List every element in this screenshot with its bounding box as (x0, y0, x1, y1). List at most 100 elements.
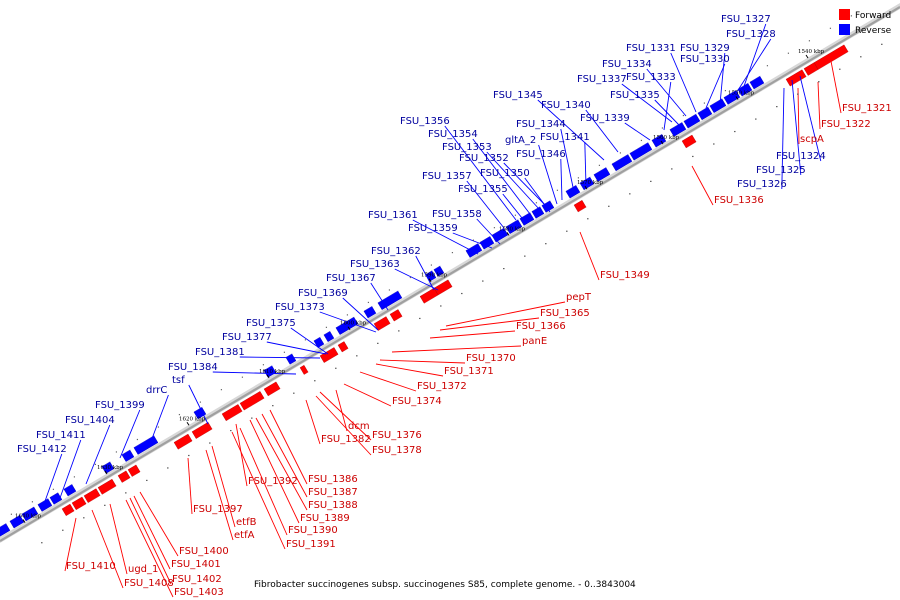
gene-box-face (263, 364, 274, 371)
gene-label-fsu-1356: FSU_1356 (400, 116, 450, 127)
leader-fsu-1376 (319, 391, 372, 441)
minor-tick (104, 504, 106, 506)
gene-label-fsu-1375: FSU_1375 (246, 318, 296, 329)
gene-label-fsu-1353: FSU_1353 (442, 142, 492, 153)
minor-tick (157, 426, 160, 428)
minor-tick (514, 214, 517, 216)
gene-label-fsu-1372: FSU_1372 (417, 381, 467, 392)
minor-tick (818, 81, 820, 83)
minor-tick (850, 15, 853, 17)
minor-tick (493, 227, 496, 229)
minor-tick (629, 193, 631, 195)
tick-mark (266, 374, 270, 379)
gene-label-fsu-1411: FSU_1411 (36, 430, 86, 441)
leader-fsu-1363 (394, 268, 439, 291)
minor-tick (356, 355, 358, 357)
gene-label-fsu-1340: FSU_1340 (541, 100, 591, 111)
gene-box-face (88, 494, 102, 503)
gene-label-fsu-1374: FSU_1374 (392, 396, 442, 407)
minor-tick (10, 513, 13, 515)
gene-label-fsu-1373: FSU_1373 (275, 302, 325, 313)
leader-fsu-1382 (305, 399, 321, 445)
gene-box-face (394, 315, 404, 322)
leader-pane (391, 345, 522, 353)
gene-box-face (193, 406, 204, 413)
leader-fsu-1390 (239, 427, 288, 536)
leader-fsu-1410 (64, 517, 77, 572)
gene-label-fsu-1410: FSU_1410 (66, 561, 116, 572)
leader-fsu-1367 (370, 282, 389, 311)
leader-fsu-1331 (670, 52, 697, 113)
leader-fsu-1401 (133, 495, 171, 570)
leader-fsu-1333 (663, 81, 672, 131)
gene-label-fsu-1334: FSU_1334 (602, 59, 652, 70)
minor-tick (367, 301, 370, 304)
gene-label-fsu-1326: FSU_1326 (737, 179, 787, 190)
gene-box-face (377, 290, 400, 303)
gene-box-face (808, 68, 820, 76)
minor-tick (346, 314, 349, 316)
legend: Forward Reverse (839, 9, 892, 36)
gene-box-face (629, 141, 650, 154)
minor-tick (377, 342, 379, 344)
gene-box-face (519, 211, 532, 219)
minor-tick (650, 180, 652, 182)
leader-fsu-1337 (621, 83, 673, 123)
gene-label-fsu-1329: FSU_1329 (680, 43, 730, 54)
gene-label-fsu-1404: FSU_1404 (65, 415, 115, 426)
gene-box-face (49, 491, 60, 498)
minor-tick (692, 155, 694, 158)
minor-tick (178, 413, 181, 416)
minor-tick (293, 392, 295, 394)
leader-fsu-1357 (466, 180, 505, 229)
minor-tick (766, 65, 769, 67)
gene-box-face (304, 371, 310, 375)
legend-reverse-label: Reverse (855, 26, 892, 36)
leader-fsu-1366 (429, 330, 516, 339)
gene-label-fsu-1331: FSU_1331 (626, 43, 676, 54)
minor-tick (703, 102, 706, 104)
gene-label-fsu-1321: FSU_1321 (842, 103, 892, 114)
gene-box-face (425, 269, 434, 275)
tick-label: 1630 kbp (97, 465, 124, 471)
leader-etfb (211, 445, 236, 528)
leader-fsu-1408 (91, 509, 124, 589)
gene-label-fsu-1370: FSU_1370 (466, 353, 516, 364)
leader-fsu-1381 (239, 356, 321, 359)
leader-fsu-1391 (231, 431, 286, 550)
gene-label-fsu-1330: FSU_1330 (680, 54, 730, 65)
minor-tick (73, 476, 76, 478)
gene-label-fsu-1367: FSU_1367 (326, 273, 376, 284)
leader-fsu-1336 (691, 165, 714, 206)
minor-tick (556, 189, 559, 191)
minor-tick (272, 405, 274, 407)
gene-label-fsu-1325: FSU_1325 (756, 165, 806, 176)
minor-tick (230, 429, 232, 432)
gene-label-fsu-1392: FSU_1392 (248, 476, 298, 487)
gene-box-face (268, 387, 282, 396)
tick-label: 1570 kbp (577, 180, 604, 186)
leader-fsu-1374 (343, 383, 392, 407)
leader-pept (445, 301, 566, 327)
leader-fsu-1353 (486, 151, 541, 211)
gene-box-face (433, 265, 442, 270)
gene-label-fsu-1327: FSU_1327 (721, 14, 771, 25)
leader-fsu-1399 (119, 409, 141, 459)
leader-fsu-1322 (817, 81, 821, 130)
tick-mark (660, 140, 664, 145)
gene-label-fsu-1382: FSU_1382 (321, 434, 371, 445)
gene-box-face (37, 497, 50, 505)
minor-tick (199, 401, 202, 403)
gene-label-fsu-1391: FSU_1391 (286, 539, 336, 550)
minor-tick (419, 317, 421, 320)
gene-box-fwd-18 (117, 470, 131, 483)
leader-fsu-1371 (375, 363, 444, 377)
gene-box-face (479, 235, 492, 243)
gene-label-pane: panE (522, 336, 547, 347)
gene-box-face (790, 75, 808, 87)
gene-box-face (378, 322, 392, 331)
gene-box-face (611, 153, 630, 164)
gene-label-etfb: etfB (236, 517, 257, 528)
gene-box-face (749, 75, 762, 83)
leader-fsu-1412 (43, 453, 63, 505)
